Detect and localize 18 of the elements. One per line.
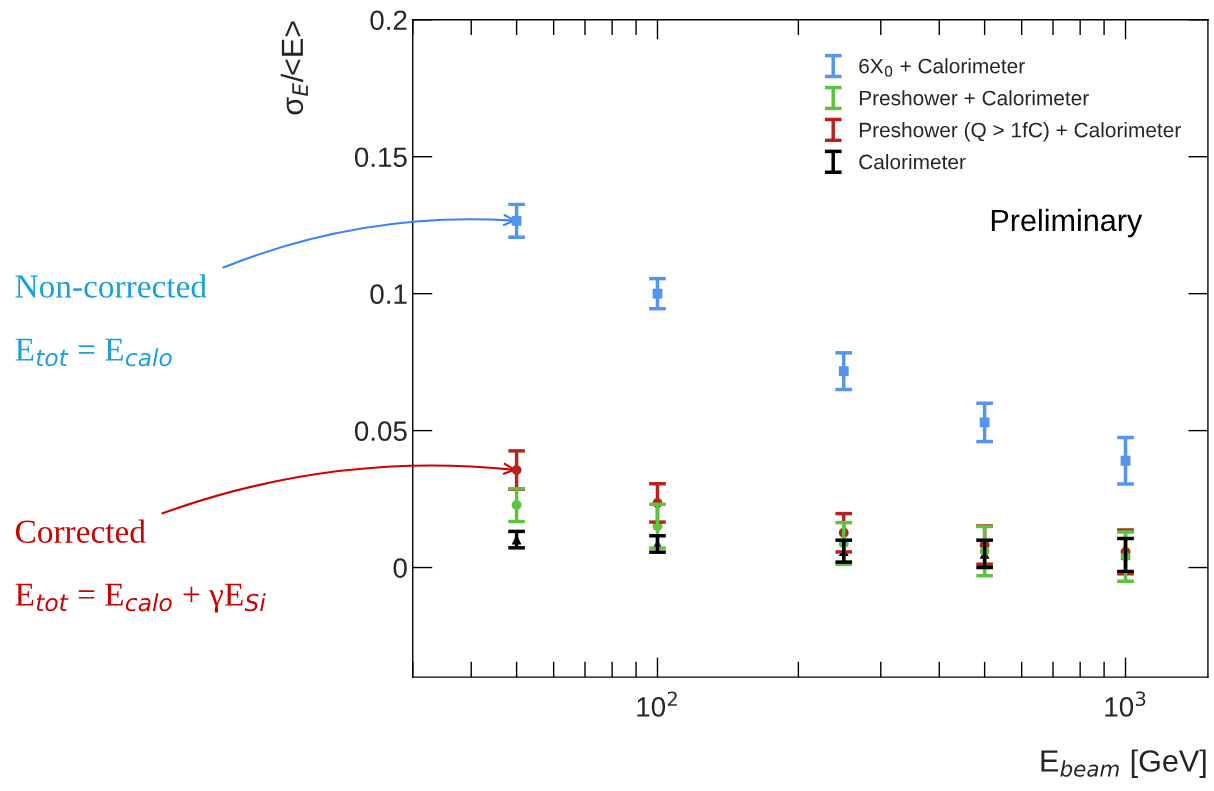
y-tick-label: 0.15 [354,147,407,168]
legend-label: 6X$_{0}$ + Calorimeter [859,58,1025,77]
legend-label: Preshower (Q > 1fC) + Calorimeter [859,122,1181,142]
legend-label: Calorimeter [859,154,966,170]
x-tick-label: 10$^{2}$ [637,691,677,717]
annotation: Preliminary [991,208,1143,238]
x-tick-label: 10$^{3}$ [1105,691,1146,717]
legend-label: Preshower + Calorimeter [859,90,1089,106]
y-tick-label: 0.2 [370,10,407,31]
y-tick-label: 0 [393,558,407,578]
x-axis-title: E$_{beam}$ [GeV] [1041,749,1206,778]
annotation: Corrected [15,519,146,543]
y-tick-label: 0.05 [354,421,407,441]
y-axis-title: σ$_{E}$/<E> [280,21,308,115]
text: E$_{tot}$ = E$_{calo}$ [15,338,172,367]
y-tick-label: 0.1 [370,284,407,304]
annotation: Non-corrected [15,274,207,298]
text: E$_{tot}$ = E$_{calo}$ + γE$_{Si}$ [15,583,266,613]
